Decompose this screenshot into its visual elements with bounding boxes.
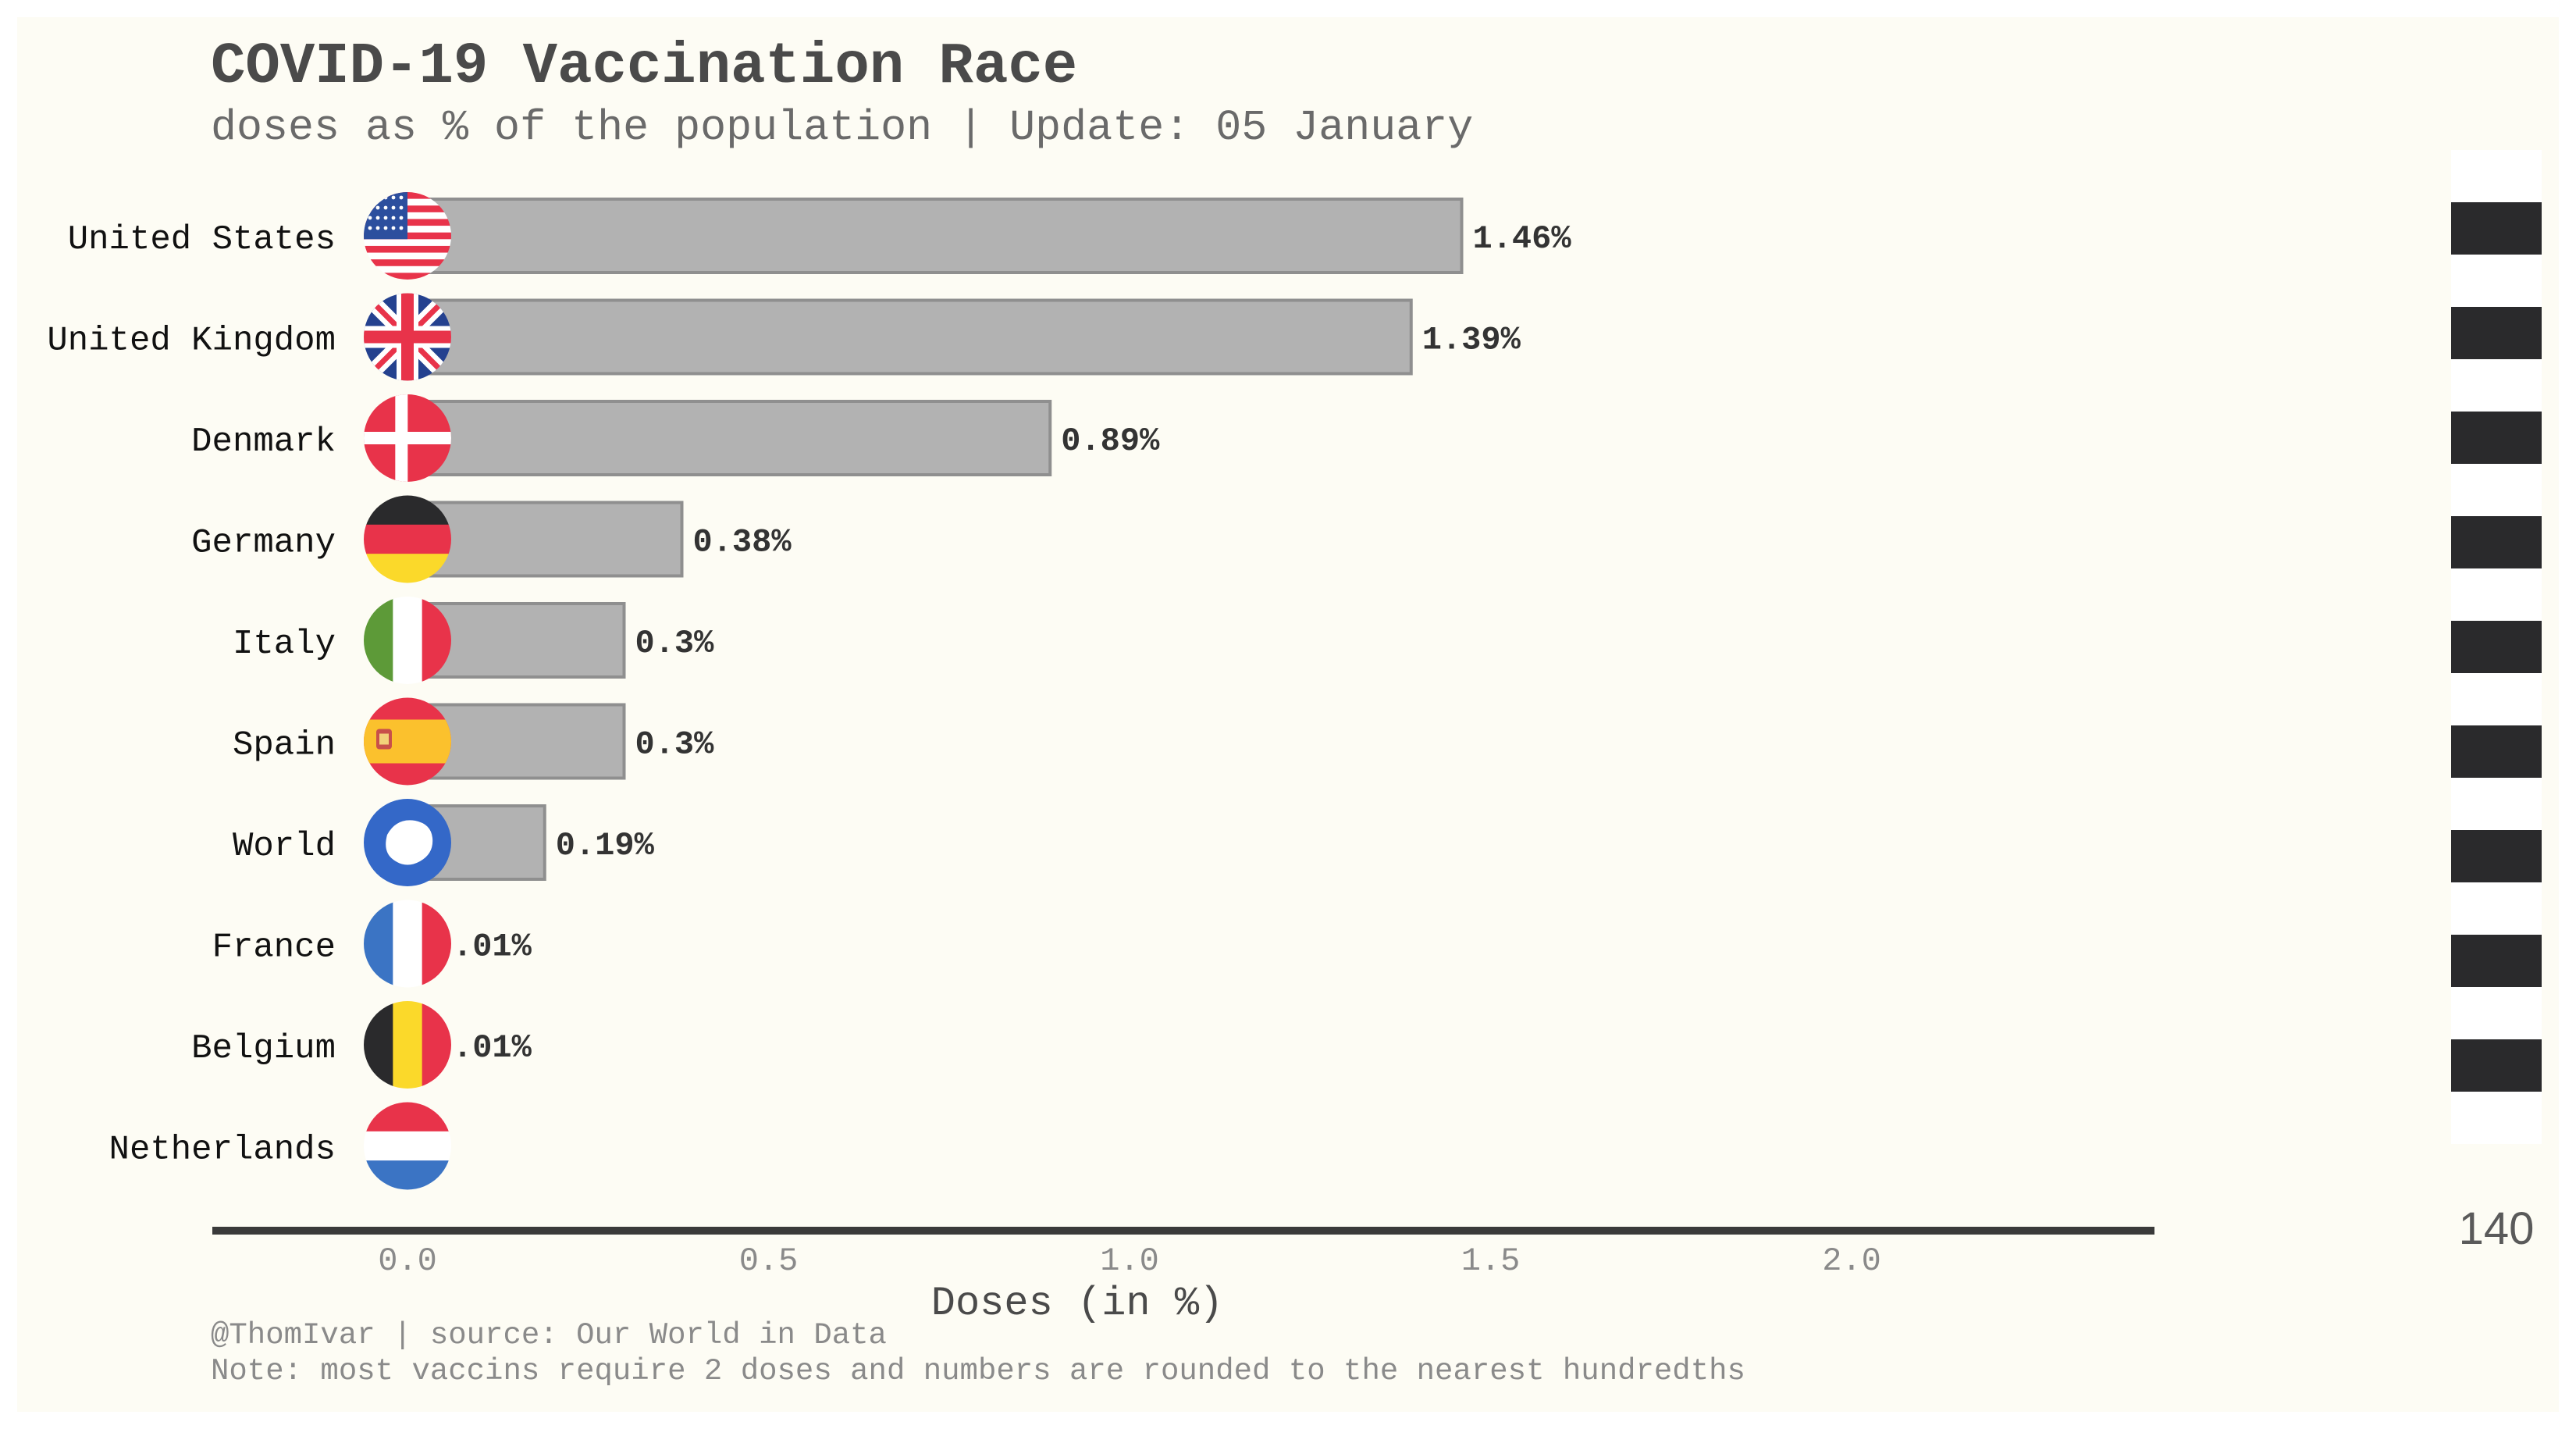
category-label: Italy [233, 625, 336, 664]
footer-note: Note: most vaccins require 2 doses and n… [211, 1354, 1745, 1388]
category-label: Denmark [191, 422, 336, 461]
checker-square [2496, 412, 2542, 464]
checker-square [2451, 778, 2496, 830]
x-axis-title: Doses (in %) [930, 1281, 1224, 1327]
spain-flag-icon [364, 697, 451, 786]
checker-square [2451, 307, 2496, 359]
frame-counter: 140 [2458, 1203, 2535, 1254]
x-axis: 0.0 0.5 1.0 1.5 2.0 [212, 1227, 2154, 1280]
checker-square [2451, 150, 2496, 202]
checker-square [2496, 935, 2542, 987]
category-label: Belgium [191, 1029, 336, 1068]
flags-layer [364, 192, 451, 1190]
belgium-flag-icon [364, 1001, 451, 1089]
bar [406, 400, 1052, 476]
category-label: Germany [191, 524, 336, 563]
checker-square [2496, 255, 2542, 307]
checker-square [2496, 516, 2542, 568]
checker-square [2451, 202, 2496, 255]
value-label: 0.19% [556, 827, 655, 864]
finish-line-flag [2451, 150, 2542, 1144]
checker-square [2451, 935, 2496, 987]
checker-square [2496, 1092, 2542, 1144]
checker-square [2496, 1039, 2542, 1092]
checker-square [2496, 830, 2542, 882]
checker-square [2451, 516, 2496, 568]
checker-square [2496, 882, 2542, 935]
denmark-flag-icon [364, 394, 451, 482]
checker-square [2496, 987, 2542, 1039]
checker-square [2496, 725, 2542, 778]
category-label: France [212, 928, 336, 968]
x-tick-label: 0.5 [739, 1242, 799, 1280]
checker-square [2496, 673, 2542, 725]
checker-square [2451, 882, 2496, 935]
netherlands-flag-icon [364, 1102, 451, 1190]
x-tick-label: 2.0 [1822, 1242, 1881, 1280]
uk-flag-icon [364, 293, 451, 381]
value-label: 0.3% [635, 726, 715, 764]
chart-title: COVID-19 Vaccination Race [211, 34, 1078, 100]
category-label: Spain [233, 726, 336, 765]
bars-layer [406, 198, 1464, 1083]
checker-square [2451, 987, 2496, 1039]
chart-subtitle: doses as % of the population | Update: 0… [211, 103, 1474, 152]
category-labels-layer: United States United Kingdom Denmark German… [47, 220, 336, 1170]
category-label: United States [68, 220, 336, 259]
x-tick-label: 1.5 [1461, 1242, 1521, 1280]
bar [406, 501, 684, 578]
checker-square [2451, 725, 2496, 778]
bar [406, 198, 1464, 274]
germany-flag-icon [364, 495, 451, 583]
value-label: 1.39% [1422, 322, 1521, 359]
checker-square [2451, 464, 2496, 516]
x-tick-label: 0.0 [378, 1242, 437, 1280]
checker-square [2451, 568, 2496, 621]
category-label: Netherlands [109, 1131, 336, 1170]
checker-square [2496, 568, 2542, 621]
checker-square [2496, 464, 2542, 516]
france-flag-icon [364, 900, 451, 988]
category-label: United Kingdom [47, 322, 336, 361]
checker-square [2496, 202, 2542, 255]
value-label: 1.46% [1473, 220, 1572, 258]
checker-square [2451, 412, 2496, 464]
italy-flag-icon [364, 597, 451, 684]
checker-square [2451, 1039, 2496, 1092]
bar [406, 298, 1413, 376]
value-labels-layer: 1.46% 1.39% 0.89% 0.38% 0.3% 0.3% 0.19% .01% .01… [453, 220, 1571, 1067]
value-label: 0.89% [1061, 422, 1160, 460]
checker-square [2451, 359, 2496, 412]
checker-square [2496, 621, 2542, 673]
checker-square [2496, 307, 2542, 359]
value-label: .01% [453, 1029, 532, 1067]
x-tick-label: 1.0 [1100, 1242, 1159, 1280]
checker-square [2496, 359, 2542, 412]
value-label: 0.3% [635, 625, 715, 662]
checker-square [2451, 830, 2496, 882]
checker-square [2451, 255, 2496, 307]
category-label: World [233, 827, 336, 866]
us-flag-icon [364, 192, 451, 280]
checker-square [2496, 150, 2542, 202]
checker-square [2451, 1092, 2496, 1144]
checker-square [2496, 778, 2542, 830]
checker-square [2451, 673, 2496, 725]
value-label: .01% [453, 928, 532, 966]
footer-credit: @ThomIvar | source: Our World in Data [211, 1318, 887, 1352]
world-flag-icon [364, 799, 451, 886]
checker-square [2451, 621, 2496, 673]
value-label: 0.38% [693, 524, 792, 561]
